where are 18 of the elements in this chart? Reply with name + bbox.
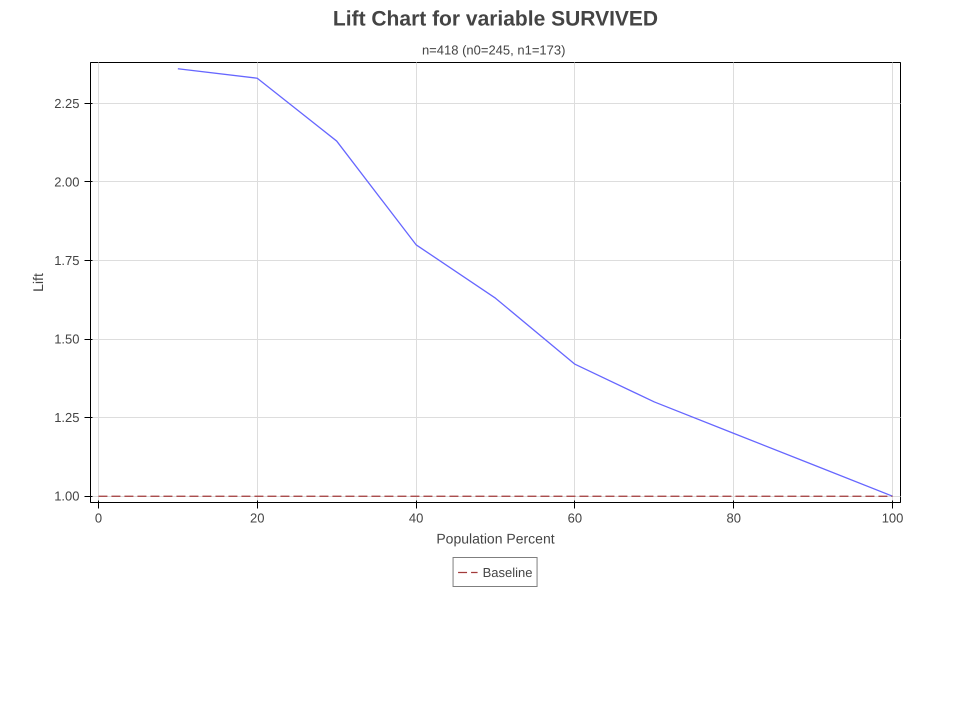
chart-subtitle: n=418 (n0=245, n1=173) xyxy=(422,42,566,58)
y-tick-label: 1.50 xyxy=(54,332,80,347)
x-tick-label: 100 xyxy=(882,510,904,526)
y-tick-label: 2.25 xyxy=(54,96,80,111)
x-tick-label: 40 xyxy=(408,510,424,526)
x-tick-label: 60 xyxy=(568,510,582,526)
chart-title: Lift Chart for variable SURVIVED xyxy=(332,8,658,30)
x-tick-label: 0 xyxy=(94,510,102,526)
line-series xyxy=(177,68,894,497)
x-tick-label: 20 xyxy=(250,510,265,526)
y-tick-label: 1.75 xyxy=(54,253,80,268)
y-tick-label: 2.00 xyxy=(54,174,80,190)
y-tick-label: 1.00 xyxy=(54,488,80,504)
x-axis-title: Population Percent xyxy=(436,530,555,546)
y-tick-label: 1.25 xyxy=(54,410,80,426)
y-axis-title: Lift xyxy=(30,273,46,292)
x-tick-label: 80 xyxy=(726,510,741,526)
legend-label: Baseline xyxy=(482,564,532,580)
